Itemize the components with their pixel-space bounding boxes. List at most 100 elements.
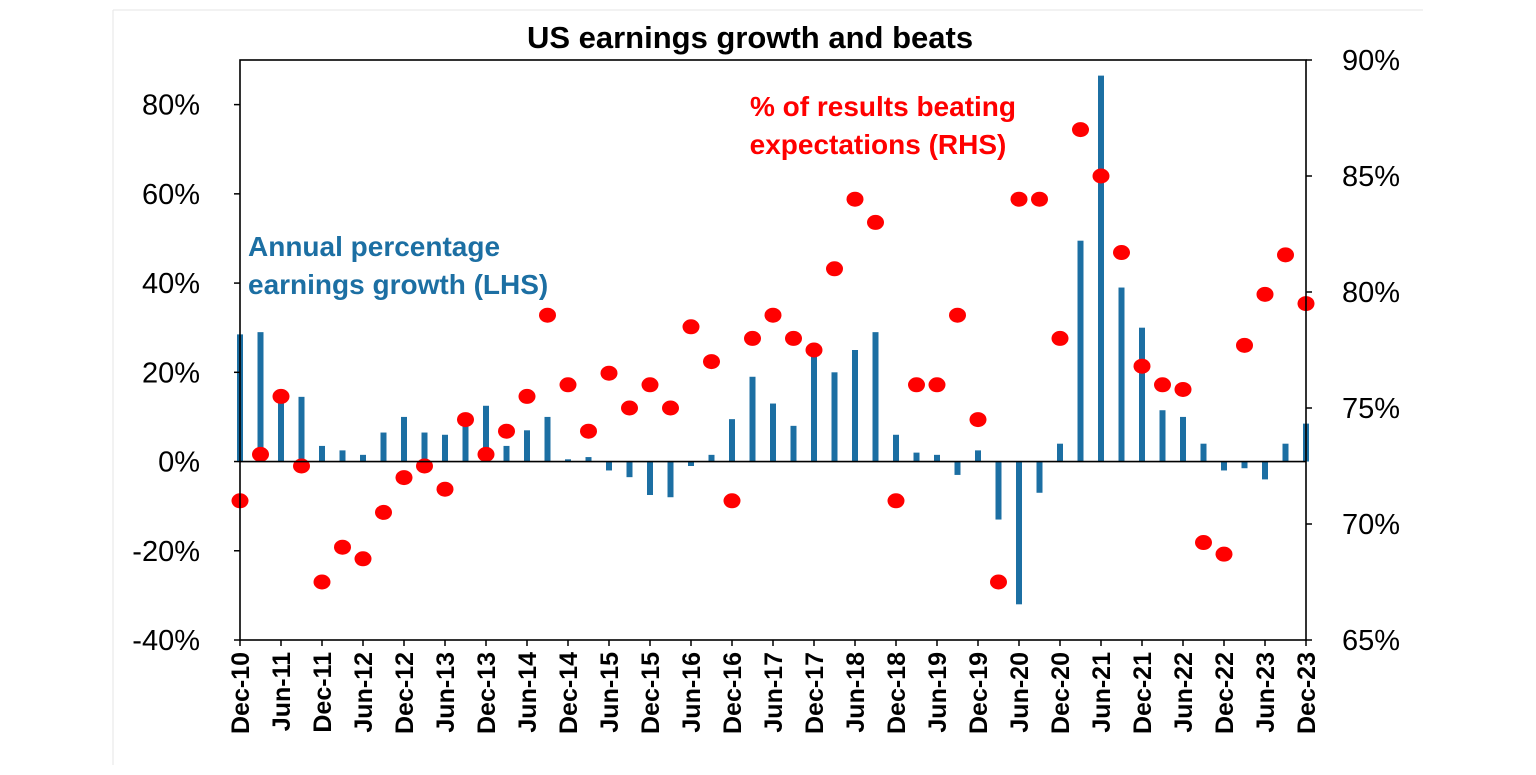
earnings-growth-bar xyxy=(298,396,305,462)
chart-title: US earnings growth and beats xyxy=(527,20,973,55)
x-axis-tick-label: Jun-13 xyxy=(432,652,460,733)
x-axis-tick-label: Dec-11 xyxy=(309,652,337,733)
left-y-axis: -40% -20% 0% 20% 40% 60% 80% xyxy=(132,90,240,657)
beat-rate-point xyxy=(1215,546,1233,562)
beat-rate-point xyxy=(354,551,372,567)
earnings-growth-bar xyxy=(319,445,325,462)
x-axis-tick-label: Dec-12 xyxy=(391,652,419,734)
earnings-growth-bar xyxy=(339,450,346,462)
beat-rate-point xyxy=(641,377,659,393)
left-axis-tick-label: 60% xyxy=(142,179,200,211)
x-axis: Dec-10 Jun-11 Dec-11 Jun-12 Dec-12 Jun-13 Dec-… xyxy=(227,640,1321,734)
beat-rate-point xyxy=(334,539,351,555)
beat-rate-point xyxy=(928,377,946,393)
x-axis-tick-label: Jun-21 xyxy=(1088,652,1116,733)
earnings-growth-bar xyxy=(421,432,428,462)
earnings-growth-bar xyxy=(954,461,961,475)
beat-rate-point xyxy=(949,307,966,323)
beat-rate-point xyxy=(1154,377,1171,393)
earnings-growth-bar xyxy=(1036,461,1043,493)
earnings-growth-bar xyxy=(1241,461,1248,469)
beat-rate-point xyxy=(805,342,823,358)
earnings-growth-bar xyxy=(872,332,879,462)
x-axis-tick-label: Jun-16 xyxy=(678,652,706,733)
x-axis-tick-label: Dec-13 xyxy=(473,652,501,734)
earnings-growth-bar xyxy=(565,459,571,462)
beat-rate-point xyxy=(559,377,577,393)
right-y-axis: 65% 70% 75% 80% 85% 90% xyxy=(1306,45,1400,657)
beat-rate-point xyxy=(580,423,597,439)
beat-rate-point xyxy=(1113,245,1130,261)
left-axis-tick-label: 80% xyxy=(142,90,200,122)
earnings-growth-bar xyxy=(380,432,387,462)
beat-rate-point xyxy=(826,261,843,277)
earnings-growth-bar xyxy=(975,450,981,462)
beat-rate-point xyxy=(1133,358,1151,374)
earnings-growth-bar xyxy=(257,332,264,462)
left-axis-tick-label: 0% xyxy=(158,447,200,479)
earnings-growth-bar xyxy=(585,457,592,462)
earnings-growth-bar xyxy=(770,403,776,462)
x-axis-tick-label: Dec-19 xyxy=(965,652,993,734)
beat-rate-point xyxy=(600,365,618,381)
x-axis-tick-label: Dec-17 xyxy=(801,652,829,734)
earnings-growth-bar xyxy=(524,430,530,462)
x-axis-tick-label: Dec-15 xyxy=(637,652,665,734)
x-axis-tick-label: Dec-22 xyxy=(1211,652,1239,734)
earnings-growth-bar xyxy=(1016,461,1022,605)
x-axis-tick-label: Dec-21 xyxy=(1129,652,1157,734)
rhs-label-line1: % of results beating xyxy=(750,91,1016,122)
beat-rate-point xyxy=(682,319,700,335)
earnings-growth-bar xyxy=(790,425,797,462)
beat-rate-point xyxy=(785,330,802,346)
earnings-growth-bar xyxy=(647,461,653,495)
beat-rate-point xyxy=(457,412,474,428)
x-axis-tick-label: Jun-11 xyxy=(268,652,296,731)
x-axis-tick-label: Dec-20 xyxy=(1047,652,1075,734)
earnings-growth-bar xyxy=(1221,461,1227,471)
beat-rate-point xyxy=(990,574,1007,590)
x-axis-tick-label: Jun-20 xyxy=(1006,652,1034,733)
beat-rate-point xyxy=(1256,286,1274,302)
beat-rate-point xyxy=(252,446,269,462)
beat-rate-point xyxy=(867,214,884,230)
earnings-growth-bar xyxy=(1118,287,1125,462)
earnings-growth-bar xyxy=(1057,443,1063,462)
earnings-growth-bar xyxy=(811,352,817,462)
beat-rate-point xyxy=(764,307,782,323)
beat-rate-point xyxy=(723,493,741,509)
left-axis-tick-label: -40% xyxy=(132,625,200,657)
beat-rate-point xyxy=(662,400,679,416)
right-axis-tick-label: 70% xyxy=(1342,509,1400,541)
beat-rate-point xyxy=(1031,191,1048,207)
x-axis-tick-label: Jun-18 xyxy=(842,652,870,733)
earnings-growth-bar xyxy=(1159,410,1166,462)
right-axis-tick-label: 65% xyxy=(1342,625,1400,657)
x-axis-tick-label: Dec-10 xyxy=(227,652,255,734)
left-axis-tick-label: 40% xyxy=(142,268,200,300)
beat-rate-point xyxy=(908,377,925,393)
earnings-growth-bar xyxy=(1262,461,1268,480)
x-axis-tick-label: Jun-12 xyxy=(350,652,378,733)
earnings-growth-bar xyxy=(503,445,510,462)
lhs-label-line1: Annual percentage xyxy=(248,231,500,262)
beat-rate-point xyxy=(313,574,331,590)
earnings-growth-bar xyxy=(483,405,489,462)
lhs-label-line2: earnings growth (LHS) xyxy=(248,269,548,300)
earnings-growth-bar xyxy=(606,461,612,471)
beat-rate-point xyxy=(518,388,536,404)
earnings-growth-bar xyxy=(688,461,694,466)
beat-rate-point xyxy=(887,493,905,509)
beat-rate-point xyxy=(1195,535,1212,551)
beat-rate-point xyxy=(703,354,720,370)
beat-rate-point xyxy=(1072,122,1089,138)
x-axis-tick-label: Jun-19 xyxy=(924,652,952,733)
x-axis-tick-label: Dec-18 xyxy=(883,652,911,734)
x-axis-tick-label: Jun-14 xyxy=(514,652,542,733)
beat-rate-point xyxy=(1236,337,1253,353)
beat-rate-point xyxy=(969,412,987,428)
right-axis-tick-label: 75% xyxy=(1342,393,1400,425)
beat-rate-point xyxy=(621,400,638,416)
beat-rate-point xyxy=(477,446,495,462)
right-axis-tick-label: 85% xyxy=(1342,161,1400,193)
